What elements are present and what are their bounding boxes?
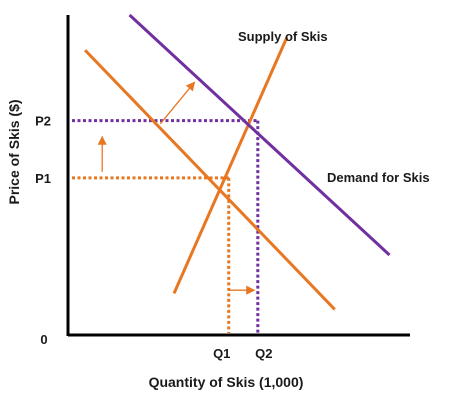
supply-curve <box>172 36 289 295</box>
curve-labels: Supply of Skis Demand for Skis <box>238 29 430 185</box>
equilibrium-guides <box>72 119 260 333</box>
y-axis-title: Price of Skis ($) <box>6 99 22 204</box>
shift-arrows <box>97 81 256 295</box>
x-tick-labels: Q1 Q2 <box>213 346 272 361</box>
x-axis-title: Quantity of Skis (1,000) <box>149 374 304 390</box>
y-tick-p2: P2 <box>35 114 51 129</box>
supply-label: Supply of Skis <box>238 29 328 44</box>
demand_new-label: Demand for Skis <box>327 170 430 185</box>
curves <box>84 13 391 311</box>
x-tick-q1: Q1 <box>213 346 230 361</box>
shift-arrow-1 <box>159 81 196 125</box>
x-tick-q2: Q2 <box>255 346 272 361</box>
y-tick-labels: P1 P2 <box>35 114 51 186</box>
y-tick-p1: P1 <box>35 171 51 186</box>
demand_initial-curve <box>84 49 336 311</box>
origin-label: 0 <box>40 332 47 347</box>
demand_new-curve <box>128 13 391 257</box>
